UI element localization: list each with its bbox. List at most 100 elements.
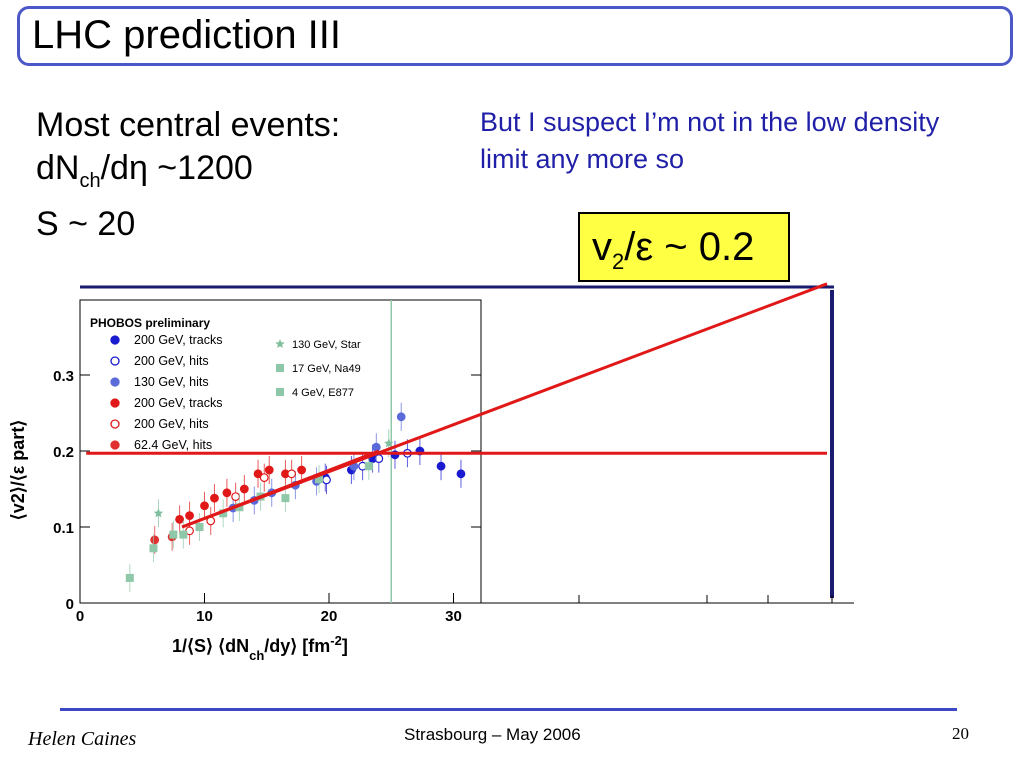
- ratio-sub: 2: [612, 249, 625, 274]
- square-marker: [315, 475, 324, 484]
- circle-marker: [206, 516, 216, 526]
- chart-title: PHOBOS preliminary: [90, 316, 210, 330]
- x-tick-label: 20: [321, 608, 338, 625]
- square-marker: [364, 462, 373, 471]
- circle-marker: [185, 511, 194, 520]
- central-events-line: Most central events:: [36, 106, 341, 144]
- circle-marker: [222, 488, 232, 498]
- legend-label: 62.4 GeV, hits: [134, 438, 212, 452]
- circle-marker: [200, 501, 209, 511]
- x-axis-label: 1/⟨S⟩ ⟨dNch/dy⟩ [fm-2]: [172, 633, 348, 663]
- circle-marker: [347, 465, 356, 475]
- extrapolation-line: [181, 282, 828, 529]
- fit-line: [181, 449, 380, 529]
- multiplicity-suffix: /dη ~1200: [100, 149, 253, 187]
- x-axis-label-end: /dy⟩ [fm: [264, 636, 330, 656]
- legend-label: 130 GeV, Star: [292, 339, 361, 351]
- v2-ratio-box: v2/ε ~ 0.2: [578, 212, 790, 282]
- y-axis-label: ⟨v2⟩/⟨ε part⟩: [8, 420, 28, 521]
- multiplicity-sub: ch: [79, 169, 101, 192]
- x-axis-label-sub: ch: [249, 648, 264, 663]
- multiplicity-prefix: dN: [36, 149, 80, 187]
- circle-marker: [253, 469, 263, 479]
- square-marker: [256, 492, 265, 501]
- plot-frame: [79, 299, 482, 604]
- circle-marker: [267, 488, 277, 498]
- page-title: LHC prediction III: [32, 13, 342, 57]
- circle-marker: [436, 461, 446, 471]
- ratio-rest: /ε ~ 0.2: [624, 225, 755, 269]
- circle-marker: [249, 496, 259, 505]
- circle-marker: [396, 412, 406, 422]
- data-points: [125, 402, 466, 592]
- star-marker: [153, 508, 164, 518]
- circle-marker: [228, 503, 238, 513]
- legend-label: 17 GeV, Na49: [292, 363, 361, 375]
- circle-marker: [358, 461, 368, 471]
- circle-marker: [415, 446, 425, 456]
- y-tick-label: 0.2: [53, 444, 74, 461]
- x-tick-label: 30: [445, 608, 462, 625]
- x-axis-label-main: 1/⟨S⟩ ⟨dN: [172, 636, 249, 656]
- x-tick-label: 10: [196, 608, 213, 625]
- circle-marker: [371, 442, 381, 452]
- x-tick-label: 0: [76, 608, 84, 625]
- star-marker: [384, 438, 394, 448]
- legend-marker: [276, 364, 284, 372]
- legend-marker: [110, 335, 120, 345]
- author-name: Helen Caines: [28, 728, 137, 750]
- square-marker: [281, 494, 290, 503]
- y-tick-label: 0.3: [53, 368, 74, 385]
- circle-marker: [150, 535, 160, 545]
- extension-ticks: [578, 595, 833, 603]
- legend-marker: [110, 356, 120, 366]
- circle-marker: [290, 480, 300, 490]
- circle-marker: [374, 454, 384, 464]
- central-events-text: Most central events: dNch/dη ~1200 S ~ 2…: [36, 104, 340, 246]
- legend-label: 200 GeV, hits: [134, 354, 209, 368]
- legend-label: 200 GeV, hits: [134, 417, 209, 431]
- x-tick-labels: 0 10 20 30: [76, 608, 462, 625]
- circle-marker: [368, 454, 377, 464]
- axis-ticks: [79, 374, 481, 604]
- circle-marker: [210, 493, 219, 503]
- slide-number: 20: [952, 724, 969, 743]
- legend-marker: [276, 388, 284, 396]
- legend-marker: [110, 377, 120, 387]
- title-box: LHC prediction III: [17, 6, 1013, 66]
- circle-marker: [349, 461, 359, 471]
- circle-marker: [239, 484, 249, 494]
- x-axis-label-sup: -2: [330, 633, 342, 648]
- ratio-main: v: [592, 225, 612, 269]
- circle-marker: [297, 465, 307, 475]
- square-marker: [219, 509, 228, 518]
- square-marker: [169, 530, 178, 539]
- circle-marker: [390, 450, 400, 460]
- square-marker: [179, 530, 188, 539]
- legend-marker: [275, 339, 285, 348]
- circle-marker: [264, 465, 274, 475]
- square-marker: [125, 573, 134, 582]
- circle-marker: [287, 469, 297, 479]
- square-marker: [149, 544, 158, 553]
- circle-marker: [259, 473, 269, 483]
- x-axis-label-close: ]: [342, 636, 348, 656]
- suspicion-note: But I suspect I’m not in the low density…: [480, 107, 940, 174]
- circle-marker: [175, 515, 185, 524]
- legend-label: 200 GeV, tracks: [134, 333, 222, 347]
- legend-marker: [110, 440, 120, 450]
- circle-marker: [167, 532, 177, 542]
- y-tick-label: 0: [66, 596, 74, 613]
- extension-frame: [80, 285, 854, 604]
- y-tick-label: 0.1: [53, 520, 74, 537]
- legend-label: 130 GeV, hits: [134, 375, 209, 389]
- legend-marker: [110, 398, 120, 408]
- legend: 200 GeV, tracks 200 GeV, hits 130 GeV, hit…: [110, 333, 361, 452]
- legend-label: 4 GeV, E877: [292, 387, 354, 399]
- legend-marker: [110, 419, 120, 429]
- circle-marker: [281, 469, 290, 479]
- circle-marker: [312, 477, 321, 486]
- footer-divider: [60, 708, 957, 711]
- legend-label: 200 GeV, tracks: [134, 396, 222, 410]
- circle-marker: [403, 448, 412, 458]
